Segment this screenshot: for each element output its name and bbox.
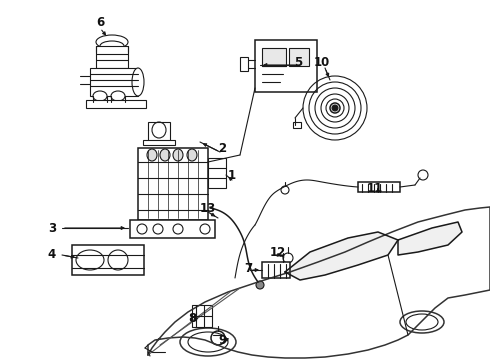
- Ellipse shape: [137, 224, 147, 234]
- Bar: [90, 68, 138, 96]
- Text: 11: 11: [367, 181, 383, 194]
- Bar: [240, 57, 248, 71]
- Ellipse shape: [111, 91, 125, 101]
- Ellipse shape: [173, 224, 183, 234]
- Bar: [148, 122, 170, 142]
- Ellipse shape: [96, 35, 128, 49]
- Ellipse shape: [160, 149, 170, 161]
- Bar: [262, 48, 286, 66]
- Bar: [255, 40, 317, 92]
- Bar: [289, 48, 309, 66]
- Bar: [293, 122, 301, 128]
- Text: 1: 1: [228, 168, 236, 181]
- Bar: [138, 148, 208, 220]
- Ellipse shape: [200, 224, 210, 234]
- Ellipse shape: [153, 224, 163, 234]
- Text: 12: 12: [270, 246, 286, 258]
- Bar: [192, 305, 212, 327]
- Text: 3: 3: [48, 221, 56, 234]
- Text: 6: 6: [96, 15, 104, 28]
- Bar: [262, 262, 290, 278]
- Text: 2: 2: [218, 141, 226, 154]
- Text: 9: 9: [218, 333, 226, 346]
- Bar: [143, 140, 175, 145]
- Ellipse shape: [187, 149, 197, 161]
- Text: 13: 13: [200, 202, 216, 215]
- Bar: [208, 158, 226, 188]
- Circle shape: [332, 105, 338, 111]
- Bar: [86, 100, 146, 108]
- Bar: [358, 182, 400, 192]
- Bar: [130, 220, 215, 238]
- Polygon shape: [148, 207, 490, 358]
- Text: 10: 10: [314, 55, 330, 68]
- Ellipse shape: [173, 149, 183, 161]
- Ellipse shape: [93, 91, 107, 101]
- Circle shape: [256, 281, 264, 289]
- Polygon shape: [285, 232, 398, 280]
- Text: 7: 7: [244, 261, 252, 275]
- Text: 8: 8: [188, 311, 196, 324]
- Ellipse shape: [147, 149, 157, 161]
- Bar: [72, 245, 144, 275]
- Polygon shape: [398, 222, 462, 255]
- Text: 4: 4: [48, 248, 56, 261]
- Bar: [96, 46, 128, 68]
- Ellipse shape: [132, 68, 144, 96]
- Text: 5: 5: [294, 55, 302, 68]
